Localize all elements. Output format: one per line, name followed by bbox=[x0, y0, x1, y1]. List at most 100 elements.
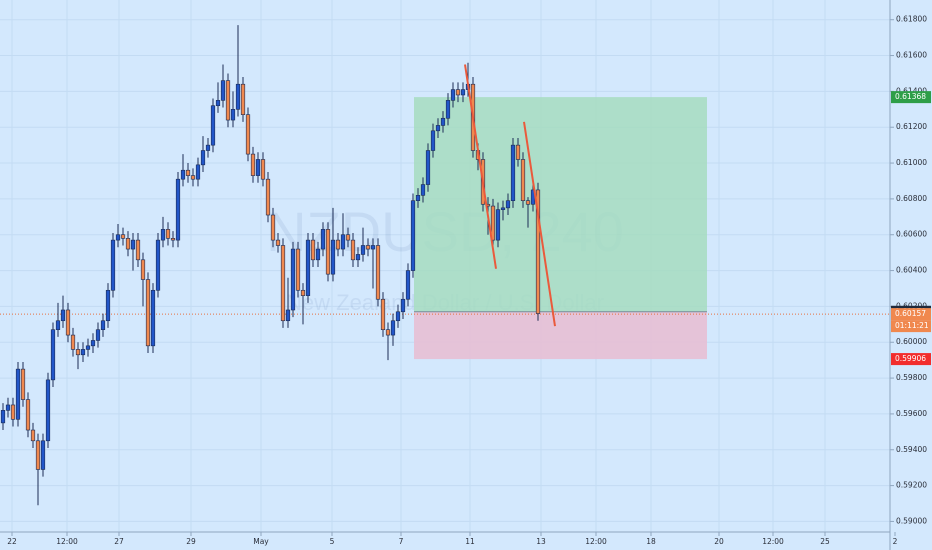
x-tick-label: 11 bbox=[465, 537, 475, 546]
candle-body bbox=[0, 410, 6, 424]
candle-body bbox=[140, 259, 146, 280]
candle-body bbox=[300, 289, 306, 296]
candle-body bbox=[380, 298, 386, 331]
candle-body bbox=[525, 200, 531, 205]
countdown: 01:11:21 bbox=[895, 321, 929, 330]
countdown-box bbox=[891, 320, 931, 333]
x-tick-label: 12:00 bbox=[56, 537, 78, 546]
candle-body bbox=[250, 153, 256, 176]
candle-body bbox=[330, 239, 336, 275]
candle-body bbox=[200, 150, 206, 166]
candle-body bbox=[375, 245, 381, 300]
candle-body bbox=[280, 245, 286, 322]
candle-body bbox=[225, 80, 231, 121]
x-tick-label: 25 bbox=[820, 537, 830, 546]
candle-body bbox=[115, 234, 121, 241]
y-tick-label: 0.61000 bbox=[896, 158, 927, 167]
candle-body bbox=[305, 239, 311, 296]
loss-zone bbox=[414, 311, 707, 360]
candle-body bbox=[175, 178, 181, 241]
y-tick-label: 0.60000 bbox=[896, 337, 927, 346]
candle-body bbox=[440, 117, 446, 126]
price-label-box bbox=[891, 308, 931, 321]
x-tick-label: 13 bbox=[536, 537, 546, 546]
candle-body bbox=[135, 239, 141, 261]
candle-body bbox=[160, 229, 166, 241]
x-tick-label: 5 bbox=[330, 537, 335, 546]
x-tick-label: 7 bbox=[399, 537, 404, 546]
candle-body bbox=[345, 234, 351, 241]
trend-line bbox=[464, 64, 497, 269]
candle-body bbox=[220, 80, 226, 101]
candle-body bbox=[355, 254, 361, 261]
candle-body bbox=[535, 189, 541, 314]
y-tick-label: 0.61400 bbox=[896, 86, 927, 95]
candle-body bbox=[260, 159, 266, 180]
candle-body bbox=[230, 109, 236, 121]
candle-body bbox=[505, 200, 511, 209]
x-tick-label: 18 bbox=[646, 537, 656, 546]
candle-body bbox=[310, 239, 316, 261]
candle-body bbox=[395, 311, 401, 322]
y-tick-label: 0.59000 bbox=[896, 516, 927, 525]
price-label-box bbox=[891, 91, 931, 104]
candle-body bbox=[110, 239, 116, 291]
candle-body bbox=[275, 239, 281, 246]
y-tick-label: 0.59200 bbox=[896, 481, 927, 490]
candle-body bbox=[85, 345, 91, 350]
candle-body bbox=[450, 89, 456, 101]
y-tick-label: 0.60800 bbox=[896, 194, 927, 203]
candle-body bbox=[125, 238, 131, 250]
candle-body bbox=[445, 100, 451, 119]
candle-body bbox=[15, 368, 21, 420]
candle-body bbox=[55, 320, 61, 331]
candle-body bbox=[120, 234, 126, 239]
candle-body bbox=[155, 239, 161, 291]
candle-body bbox=[285, 309, 291, 322]
candle-body bbox=[420, 184, 426, 196]
candle-body bbox=[20, 368, 26, 400]
candle-body bbox=[255, 159, 261, 176]
candle-body bbox=[430, 130, 436, 151]
candle-body bbox=[415, 195, 421, 201]
candle-body bbox=[435, 125, 441, 132]
candle-body bbox=[215, 100, 221, 107]
candle-body bbox=[455, 89, 461, 96]
candle-body bbox=[185, 169, 191, 176]
candle-body bbox=[460, 89, 466, 96]
candle-body bbox=[150, 289, 156, 347]
candle-body bbox=[30, 429, 36, 442]
price-label: 0.59906 bbox=[895, 354, 926, 363]
candle-body bbox=[25, 399, 31, 431]
candle-body bbox=[410, 200, 416, 271]
candle-body bbox=[510, 144, 516, 201]
x-tick-label: 2 bbox=[893, 537, 898, 546]
candle-body bbox=[360, 245, 366, 255]
candle-body bbox=[290, 248, 296, 311]
candle-body bbox=[130, 239, 136, 250]
y-tick-label: 0.61200 bbox=[896, 122, 927, 131]
candle-body bbox=[40, 440, 46, 470]
candle-body bbox=[105, 289, 111, 322]
candle-body bbox=[195, 164, 201, 180]
x-tick-label: 27 bbox=[114, 537, 124, 546]
candle-body bbox=[90, 340, 96, 347]
candle-body bbox=[265, 178, 271, 216]
y-tick-label: 0.59400 bbox=[896, 445, 927, 454]
candle-body bbox=[165, 229, 171, 239]
candle-body bbox=[80, 349, 86, 356]
candle-body bbox=[325, 229, 331, 275]
candle-body bbox=[100, 320, 106, 331]
y-tick-label: 0.61600 bbox=[896, 51, 927, 60]
candle-body bbox=[350, 239, 356, 261]
candle-body bbox=[500, 207, 506, 210]
candle-body bbox=[170, 238, 176, 241]
candle-body bbox=[10, 404, 16, 420]
candle-body bbox=[145, 279, 151, 347]
candle-body bbox=[70, 334, 76, 350]
candle-body bbox=[60, 309, 66, 322]
candle-body bbox=[495, 209, 501, 241]
x-tick-label: 12:00 bbox=[585, 537, 607, 546]
